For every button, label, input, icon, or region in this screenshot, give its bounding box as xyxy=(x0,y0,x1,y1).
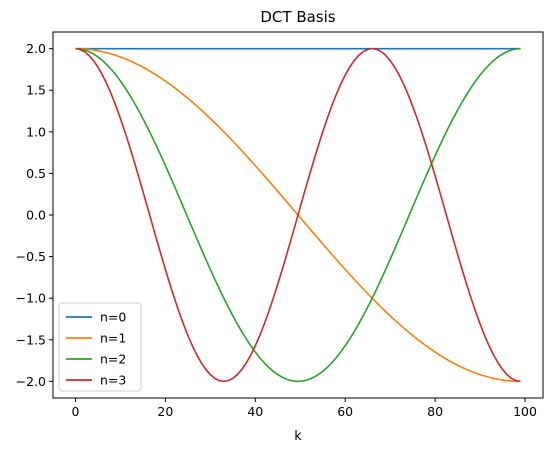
x-tick-label: 40 xyxy=(247,404,263,419)
y-tick-label: 1.0 xyxy=(26,124,46,139)
y-tick-label: −1.0 xyxy=(16,291,46,306)
y-tick-label: −0.5 xyxy=(16,249,46,264)
legend: n=0 n=1 n=2 n=3 xyxy=(58,302,142,392)
legend-box xyxy=(58,302,142,392)
y-tick-label: −1.5 xyxy=(16,332,46,347)
y-axis: 2.0 1.5 1.0 0.5 0.0 −0.5 −1.0 −1.5 −2.0 xyxy=(16,41,53,389)
legend-entry-label: n=3 xyxy=(100,373,126,388)
legend-entry-label: n=1 xyxy=(100,331,126,346)
legend-entry-label: n=2 xyxy=(100,352,126,367)
series-line-n3 xyxy=(75,47,521,383)
y-tick-label: 2.0 xyxy=(26,41,46,56)
y-tick-label: 0.0 xyxy=(26,208,46,223)
x-axis-label: k xyxy=(294,429,302,444)
x-tick-label: 60 xyxy=(337,404,353,419)
x-tick-label: 100 xyxy=(513,404,537,419)
legend-entry-label: n=0 xyxy=(100,310,126,325)
chart-title: DCT Basis xyxy=(260,8,335,26)
x-axis: 0 20 40 60 80 100 xyxy=(72,398,537,419)
x-tick-label: 20 xyxy=(157,404,173,419)
series-line-n2 xyxy=(75,47,521,383)
x-tick-label: 0 xyxy=(72,404,80,419)
y-tick-label: 0.5 xyxy=(26,166,46,181)
y-tick-label: 1.5 xyxy=(26,83,46,98)
y-tick-label: −2.0 xyxy=(16,374,46,389)
series-layer xyxy=(75,47,521,383)
x-tick-label: 80 xyxy=(427,404,443,419)
